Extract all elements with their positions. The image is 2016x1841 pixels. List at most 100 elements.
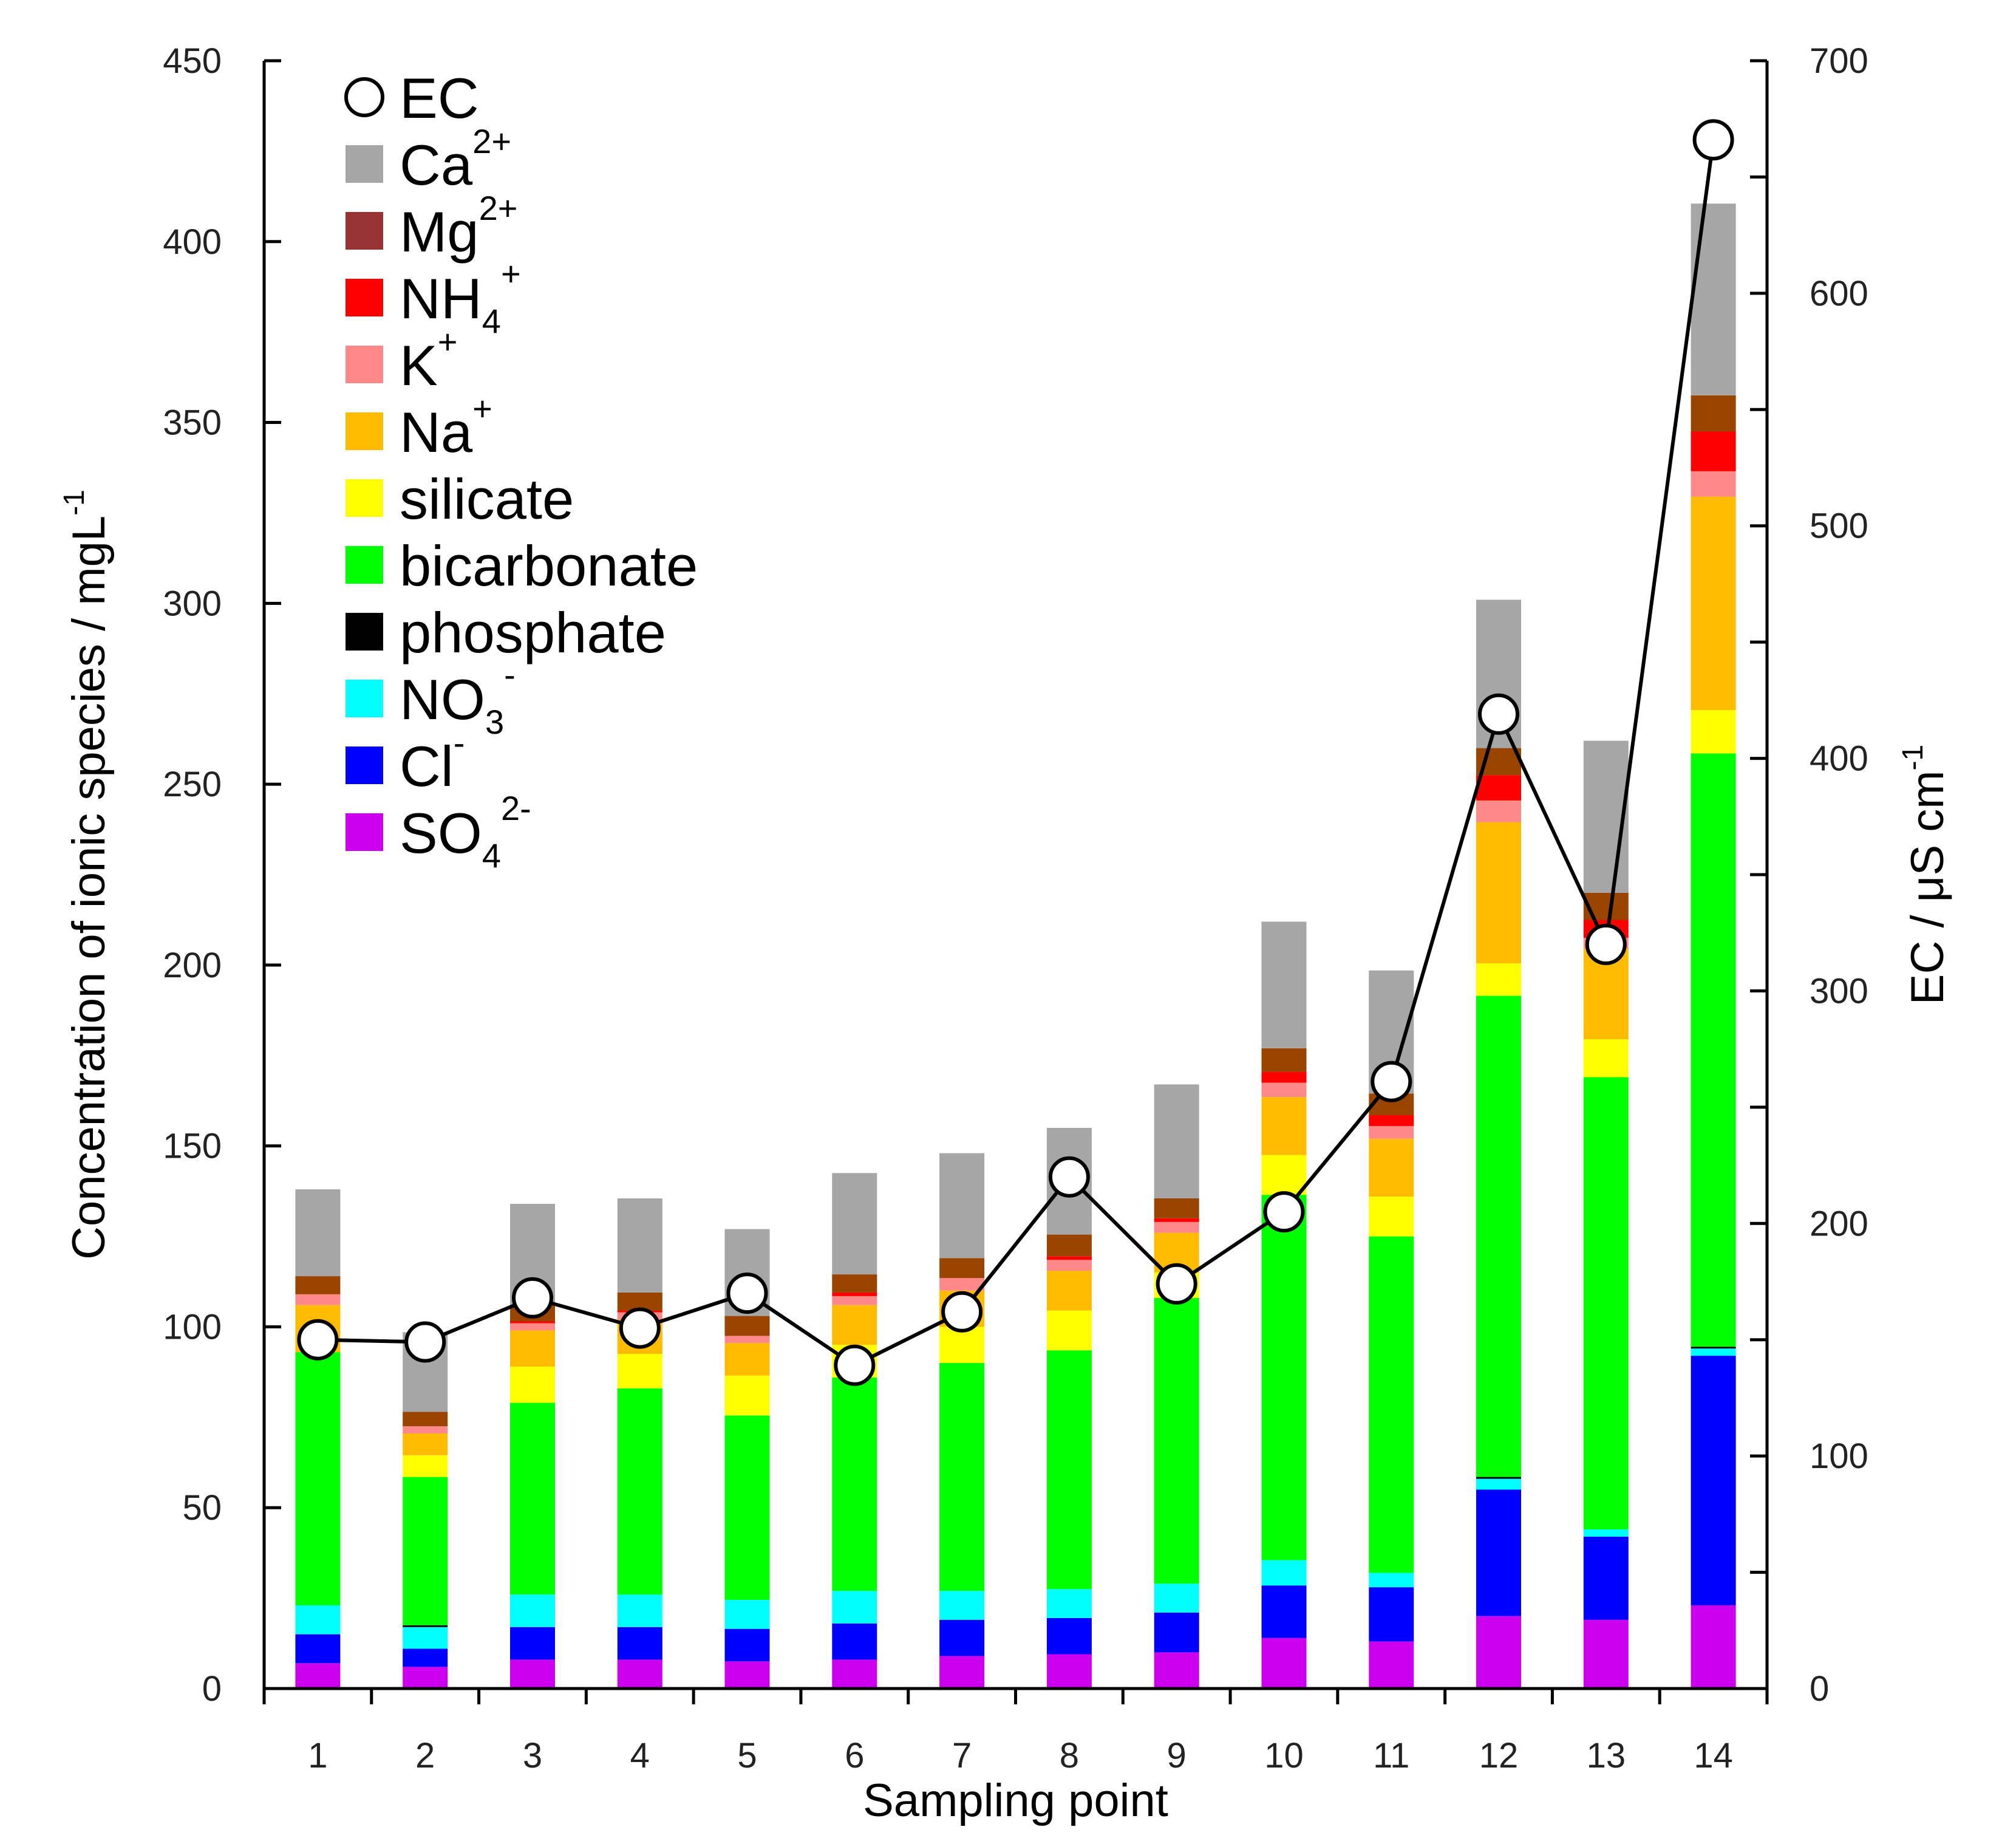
bar-segment-mg-6: [832, 1274, 877, 1293]
bar-segment-mg-8: [1046, 1234, 1092, 1257]
legend-label-cl: Cl-: [400, 723, 465, 798]
bar-segment-cl-2: [403, 1648, 448, 1667]
bar-segment-so4-4: [617, 1659, 662, 1689]
bar-segment-bicarbonate-3: [510, 1402, 555, 1595]
bar-segment-no3-9: [1154, 1583, 1199, 1613]
x-tick-label-2: 2: [415, 1736, 435, 1775]
legend-label-mg: Mg2+: [400, 189, 517, 264]
y-tick-label-0: 0: [202, 1669, 222, 1709]
bar-segment-nh4-10: [1261, 1071, 1307, 1083]
bar-segment-nh4-9: [1154, 1218, 1199, 1222]
bar-segment-cl-12: [1476, 1489, 1521, 1616]
bar-segment-mg-5: [724, 1316, 770, 1336]
bar-segment-silicate-11: [1369, 1197, 1414, 1237]
axes-layer: 0501001502002503003504004500100200300400…: [163, 41, 1868, 1775]
ec-point-10: [1263, 1191, 1305, 1233]
bar-segment-cl-10: [1261, 1585, 1307, 1638]
bar-segment-no3-2: [403, 1627, 448, 1649]
legend-label-silicate: silicate: [400, 467, 574, 531]
bar-segment-nh4-8: [1046, 1256, 1092, 1260]
y2-tick-label-400: 400: [1810, 739, 1868, 779]
bar-segment-k-10: [1261, 1082, 1307, 1098]
bar-segment-bicarbonate-2: [403, 1477, 448, 1625]
legend-swatch-phosphate: [346, 613, 383, 651]
bar-segment-mg-9: [1154, 1198, 1199, 1218]
bar-segment-na-6: [832, 1305, 877, 1345]
y-tick-label-300: 300: [163, 584, 222, 623]
bar-segment-k-2: [403, 1426, 448, 1434]
bar-segment-no3-11: [1369, 1573, 1414, 1588]
bar-segment-no3-5: [724, 1600, 770, 1629]
bar-segment-bicarbonate-4: [617, 1388, 662, 1595]
bar-segment-bicarbonate-6: [832, 1377, 877, 1591]
y2-tick-label-100: 100: [1810, 1436, 1868, 1476]
bar-segment-so4-2: [403, 1667, 448, 1689]
x-axis-title: Sampling point: [863, 1775, 1168, 1826]
bar-segment-so4-3: [510, 1659, 555, 1689]
bar-segment-k-6: [832, 1296, 877, 1305]
bar-segment-k-14: [1691, 471, 1736, 497]
y2-tick-label-500: 500: [1810, 507, 1868, 546]
bar-segment-k-1: [295, 1294, 341, 1305]
bar-segment-so4-10: [1261, 1638, 1307, 1689]
ec-point-9: [1156, 1263, 1197, 1305]
bar-segment-silicate-14: [1691, 710, 1736, 754]
bar-segment-no3-7: [939, 1591, 985, 1620]
bar-segment-ca-14: [1691, 203, 1736, 395]
bar-segment-cl-4: [617, 1627, 662, 1660]
bar-segment-bicarbonate-1: [295, 1352, 341, 1605]
bar-segment-na-2: [403, 1433, 448, 1455]
legend-swatch-silicate: [346, 479, 383, 517]
bars-layer: [295, 203, 1736, 1689]
bar-segment-cl-14: [1691, 1356, 1736, 1605]
bar-segment-cl-11: [1369, 1587, 1414, 1642]
bar-segment-so4-9: [1154, 1652, 1199, 1689]
bar-segment-so4-12: [1476, 1616, 1521, 1689]
bar-segment-ca-6: [832, 1173, 877, 1275]
bar-segment-mg-2: [403, 1412, 448, 1427]
legend-swatch-nh4: [346, 279, 383, 316]
x-tick-label-12: 12: [1479, 1736, 1519, 1775]
bar-segment-bicarbonate-13: [1583, 1077, 1629, 1529]
bar-segment-mg-13: [1583, 892, 1629, 920]
bar-segment-no3-6: [832, 1591, 877, 1624]
x-tick-label-9: 9: [1167, 1736, 1187, 1775]
ec-point-4: [619, 1307, 661, 1349]
bar-segment-cl-6: [832, 1623, 877, 1660]
bar-segment-bicarbonate-14: [1691, 753, 1736, 1347]
bar-segment-nh4-12: [1476, 775, 1521, 801]
legend-label-k: K+: [400, 323, 457, 397]
bar-segment-bicarbonate-9: [1154, 1297, 1199, 1584]
ec-point-8: [1048, 1156, 1090, 1198]
ec-point-7: [941, 1291, 983, 1333]
y-tick-label-450: 450: [163, 41, 222, 81]
bar-segment-so4-13: [1583, 1619, 1629, 1689]
legend-swatch-ca: [346, 145, 383, 183]
bar-segment-na-5: [724, 1343, 770, 1376]
bar-segment-na-10: [1261, 1097, 1307, 1155]
legend-swatch-k: [346, 346, 383, 383]
bar-segment-no3-3: [510, 1594, 555, 1627]
bar-segment-so4-11: [1369, 1641, 1414, 1689]
bar-segment-ca-7: [939, 1153, 985, 1259]
bar-segment-so4-8: [1046, 1654, 1092, 1689]
bar-segment-cl-13: [1583, 1536, 1629, 1620]
bar-segment-no3-4: [617, 1594, 662, 1627]
bar-segment-nh4-11: [1369, 1115, 1414, 1126]
x-tick-label-10: 10: [1264, 1736, 1304, 1775]
legend-swatch-no3: [346, 680, 383, 717]
bar-segment-ca-1: [295, 1189, 341, 1276]
bar-segment-silicate-2: [403, 1455, 448, 1477]
legend-swatch-so4: [346, 813, 383, 851]
bar-segment-cl-9: [1154, 1612, 1199, 1653]
legend-label-no3: NO3-: [400, 655, 516, 741]
legend-label-so4: SO42-: [400, 789, 531, 875]
legend-label-ca: Ca2+: [400, 122, 511, 197]
bar-segment-no3-1: [295, 1605, 341, 1634]
bar-segment-na-11: [1369, 1138, 1414, 1197]
legend-label-phosphate: phosphate: [400, 601, 666, 664]
bar-segment-bicarbonate-10: [1261, 1195, 1307, 1560]
bar-segment-mg-7: [939, 1258, 985, 1279]
ec-point-3: [512, 1277, 553, 1319]
bar-segment-no3-10: [1261, 1560, 1307, 1586]
